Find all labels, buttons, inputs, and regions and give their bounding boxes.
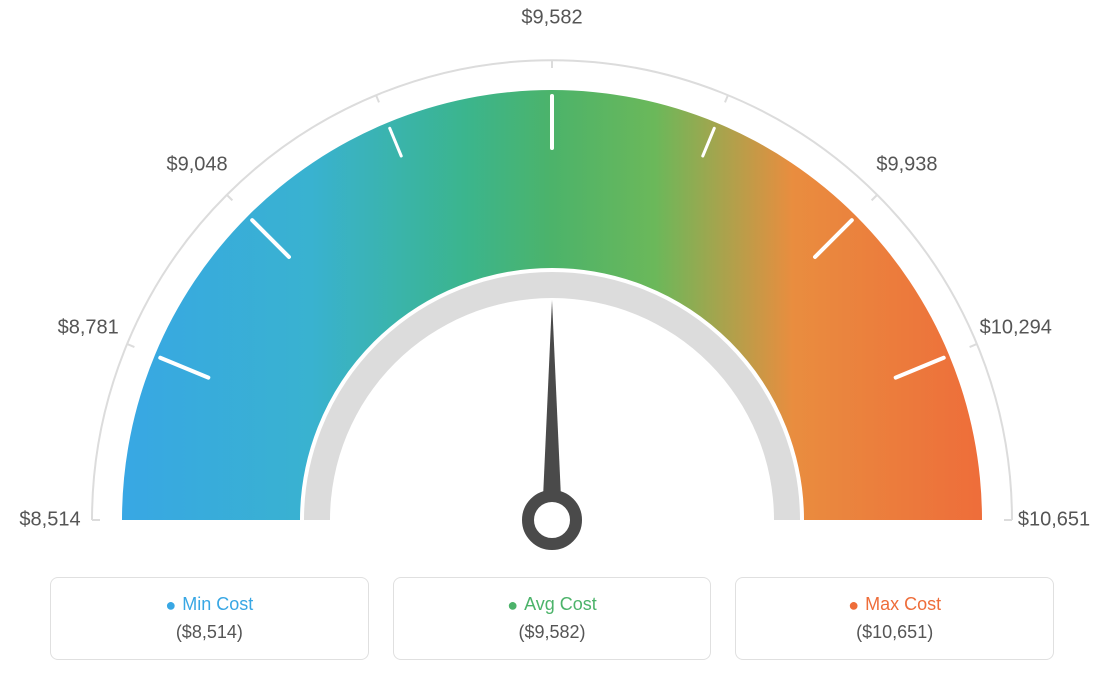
gauge-tick-label: $9,938 <box>876 154 937 177</box>
legend-label-avg: Avg Cost <box>524 594 597 614</box>
gauge-tick-label: $8,781 <box>58 316 119 339</box>
legend-value-max: ($10,651) <box>756 622 1033 643</box>
legend-value-min: ($8,514) <box>71 622 348 643</box>
legend-title-min: ● Min Cost <box>71 594 348 616</box>
gauge-tick-label: $9,582 <box>521 7 582 30</box>
legend-title-avg: ● Avg Cost <box>414 594 691 616</box>
dot-icon: ● <box>507 595 518 615</box>
legend-title-max: ● Max Cost <box>756 594 1033 616</box>
gauge-tick-label: $8,514 <box>19 509 80 532</box>
legend-label-max: Max Cost <box>865 594 941 614</box>
dot-icon: ● <box>165 595 176 615</box>
legend-row: ● Min Cost ($8,514) ● Avg Cost ($9,582) ● M… <box>50 577 1054 660</box>
gauge-tick-label: $9,048 <box>166 154 227 177</box>
legend-value-avg: ($9,582) <box>414 622 691 643</box>
legend-card-min: ● Min Cost ($8,514) <box>50 577 369 660</box>
gauge-tick-label: $10,294 <box>980 316 1052 339</box>
legend-card-avg: ● Avg Cost ($9,582) <box>393 577 712 660</box>
gauge-tick-label: $10,651 <box>1018 509 1090 532</box>
gauge-chart: $8,514 $8,781 $9,048 $9,582 $9,938 $10,294 $10… <box>0 0 1104 570</box>
legend-label-min: Min Cost <box>182 594 253 614</box>
dot-icon: ● <box>848 595 859 615</box>
legend-card-max: ● Max Cost ($10,651) <box>735 577 1054 660</box>
cost-gauge-container: $8,514 $8,781 $9,048 $9,582 $9,938 $10,294 $10… <box>0 0 1104 690</box>
